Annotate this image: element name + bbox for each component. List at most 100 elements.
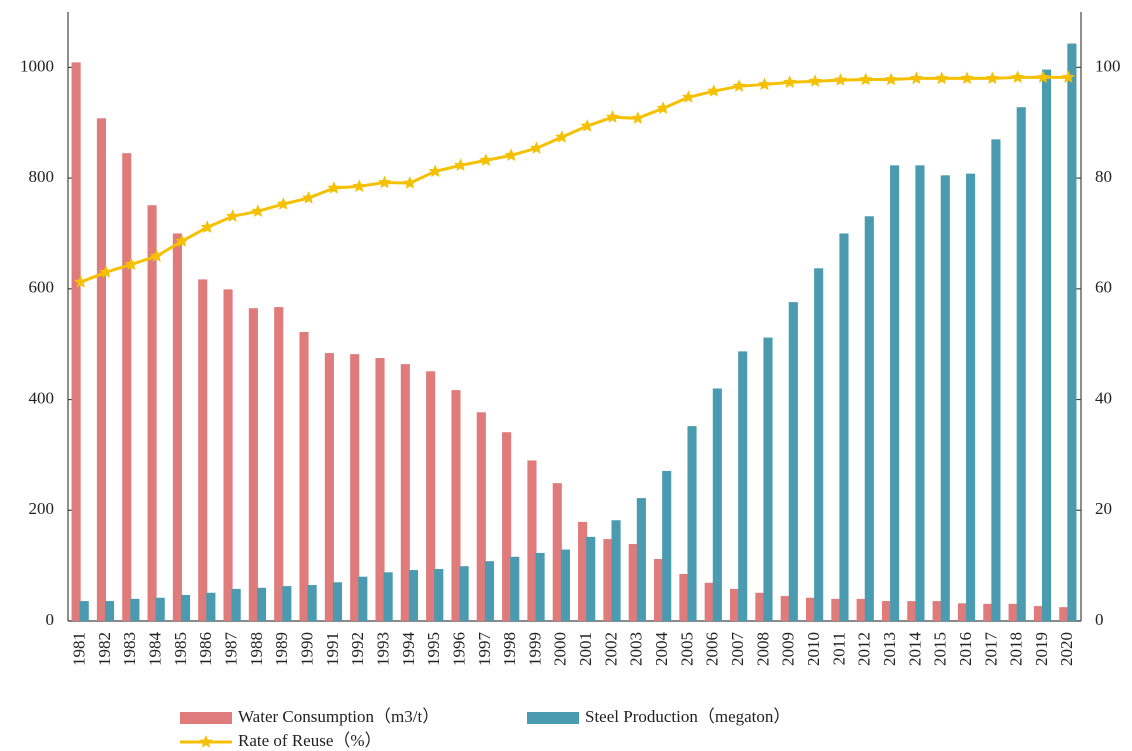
bar [729,588,740,621]
legend-swatch [180,712,232,724]
legend-label: Rate of Reuse（%） [238,731,382,750]
x-tick-label: 2010 [804,632,823,666]
line-marker [352,179,366,193]
x-tick-label: 2013 [880,632,899,666]
line-marker [504,148,518,162]
bar [324,353,334,621]
x-tick-label: 2003 [627,632,646,666]
bar [426,371,436,621]
bar [839,233,849,622]
x-tick-label: 1982 [95,632,114,666]
bar [502,432,512,621]
legend-label: Steel Production（megaton） [585,707,790,726]
line-marker [175,234,189,247]
line-marker [124,257,138,271]
line-marker [960,71,974,85]
bar [1033,606,1044,621]
bar [780,596,790,621]
x-tick-label: 1988 [247,632,266,666]
bar [915,165,925,621]
bar [907,601,917,621]
x-tick-label: 1991 [323,632,342,666]
bar [282,586,292,621]
bar [560,549,570,621]
bar [805,597,816,621]
x-tick-label: 2017 [981,632,1000,667]
bar [788,302,798,621]
bar [814,268,824,621]
y-tick-label: 800 [29,167,55,186]
bar [358,576,368,621]
bar [459,566,469,621]
y2-tick-label: 80 [1095,167,1112,186]
legend-marker [199,735,213,748]
line-marker [74,275,88,288]
line-marker [1036,70,1050,83]
bar [586,536,596,621]
bar [231,588,241,621]
bar [738,351,748,621]
bar [71,62,81,621]
y2-tick-label: 40 [1095,388,1112,407]
bar [180,594,191,621]
bar [332,582,343,621]
x-tick-label: 2016 [956,632,975,666]
bar [434,568,444,621]
x-tick-label: 1989 [272,632,291,666]
y-tick-label: 0 [46,610,55,629]
line-marker [884,72,898,86]
bar [687,426,697,621]
x-tick-label: 2008 [753,632,772,666]
bar [712,388,722,621]
bar [679,573,689,621]
line-marker [99,265,113,278]
x-tick-label: 1997 [475,632,494,667]
line-marker [783,75,797,88]
bar [79,601,89,621]
line-marker [251,204,265,217]
x-tick-label: 2006 [703,632,722,666]
x-tick-label: 2019 [1032,632,1051,666]
line-marker [605,110,620,123]
line-marker [580,119,594,132]
bar [104,601,115,621]
line-marker [453,158,468,171]
y-tick-label: 200 [29,499,55,518]
x-tick-label: 1981 [70,632,89,666]
bar [383,572,393,621]
line-marker [327,181,341,194]
x-tick-label: 1996 [449,632,468,666]
x-tick-label: 2014 [905,632,924,667]
bar [484,561,494,621]
x-tick-label: 2011 [829,632,848,665]
line-marker [833,73,848,86]
bar [408,570,419,621]
x-tick-label: 1992 [348,632,367,666]
bar [198,279,208,621]
line-marker [200,220,214,233]
x-tick-label: 2009 [779,632,798,666]
bar [983,603,993,621]
line-marker [1011,70,1025,83]
line-marker [1061,70,1075,83]
bar [130,598,140,621]
line-marker [226,209,240,222]
legend-swatch [527,712,579,724]
bar [957,603,968,621]
line-marker [428,164,442,178]
line-marker [301,191,316,204]
line-marker [909,71,923,85]
bar [535,552,545,621]
x-tick-label: 1995 [424,632,443,666]
bar [654,558,664,621]
line-marker [935,71,949,85]
bar [274,307,284,621]
x-tick-label: 2018 [1007,632,1026,666]
y-tick-label: 600 [29,278,55,297]
bar [96,118,106,621]
bar [1067,43,1077,622]
bar [510,556,520,621]
bar [856,598,866,621]
bar [991,139,1001,621]
